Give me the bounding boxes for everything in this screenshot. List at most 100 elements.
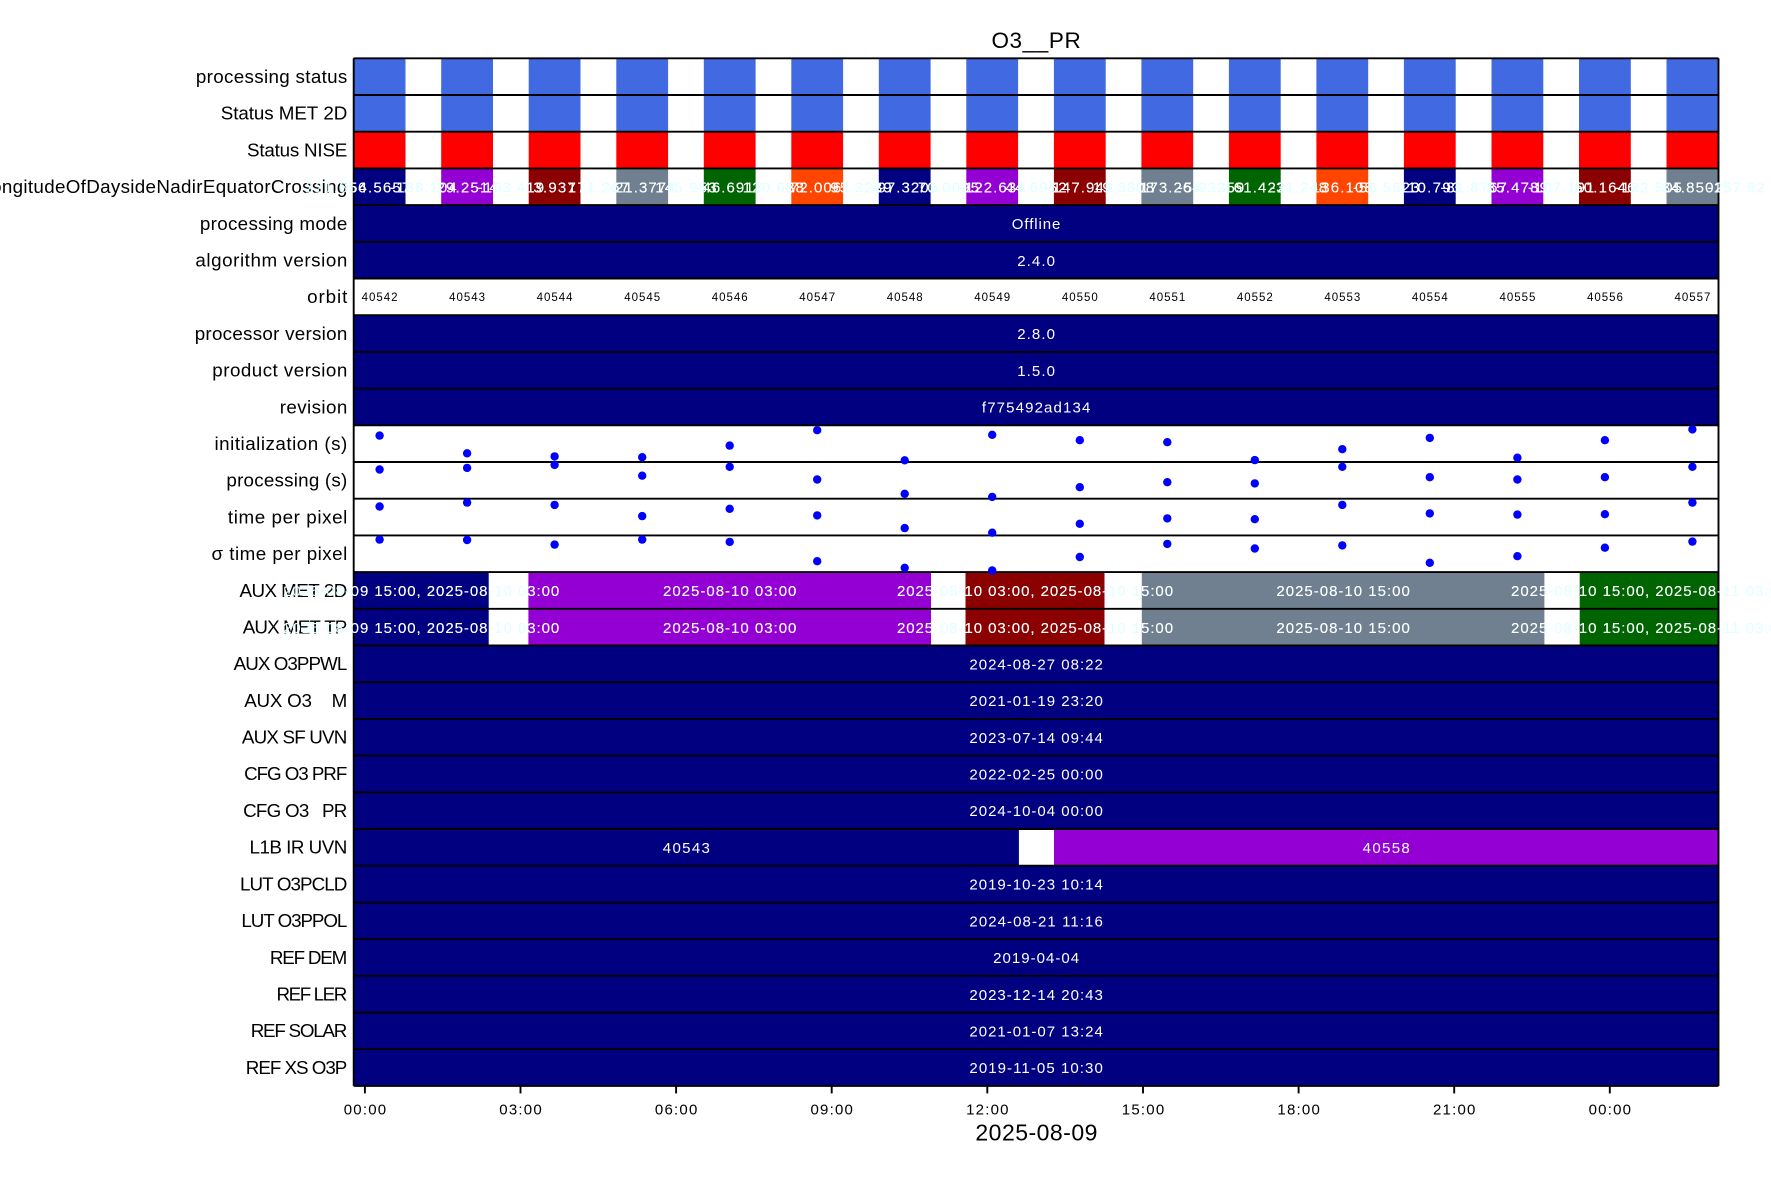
svg-text:Status MET 2D: Status MET 2D: [221, 103, 348, 124]
svg-text:2019-11-05 10:30: 2019-11-05 10:30: [969, 1060, 1102, 1077]
svg-text:85.4789: 85.4789: [1487, 179, 1548, 196]
svg-text:29.2514: 29.2514: [437, 179, 498, 196]
svg-text:-173.264: -173.264: [1134, 179, 1201, 196]
svg-text:AUX O3 M: AUX O3 M: [244, 690, 347, 711]
svg-text:-138.104: -138.104: [390, 179, 457, 196]
svg-text:3.937: 3.937: [533, 179, 575, 196]
svg-text:40548: 40548: [887, 292, 923, 304]
svg-text:processing (s): processing (s): [226, 470, 347, 491]
svg-text:algorithm version: algorithm version: [195, 250, 347, 271]
svg-text:2025-08-10 03:00, 2025-08-10 1: 2025-08-10 03:00, 2025-08-10 15:00: [897, 583, 1173, 600]
svg-text:2024-08-21 11:16: 2024-08-21 11:16: [969, 913, 1102, 930]
svg-text:09:00: 09:00: [811, 1102, 853, 1119]
svg-text:136.108: 136.108: [1312, 179, 1373, 196]
svg-text:-46.6917: -46.6917: [696, 179, 763, 196]
svg-text:171.267: 171.267: [568, 179, 629, 196]
svg-text:-5.93359: -5.93359: [1178, 179, 1245, 196]
svg-text:221.856: 221.856: [305, 179, 366, 196]
svg-text:19.3808: 19.3808: [1093, 179, 1154, 196]
svg-text:CFG O3 PRF: CFG O3 PRF: [244, 763, 347, 784]
svg-text:-173.264: -173.264: [1134, 179, 1201, 196]
svg-text:40543: 40543: [449, 292, 485, 304]
svg-text:2019-10-23 10:14: 2019-10-23 10:14: [969, 877, 1102, 894]
svg-text:136.108: 136.108: [1312, 179, 1373, 196]
svg-text:54.5657: 54.5657: [349, 179, 410, 196]
svg-text:2023-07-14 09:44: 2023-07-14 09:44: [969, 730, 1102, 747]
svg-text:REF XS O3P: REF XS O3P: [246, 1057, 348, 1078]
svg-text:03:00: 03:00: [499, 1102, 541, 1119]
svg-text:40543: 40543: [663, 840, 710, 857]
svg-text:40544: 40544: [537, 292, 573, 304]
svg-text:2025-08-10 03:00: 2025-08-10 03:00: [663, 620, 796, 637]
svg-text:-132.505: -132.505: [1615, 179, 1682, 196]
svg-text:120.638: 120.638: [743, 179, 804, 196]
svg-text:161.422: 161.422: [1224, 179, 1285, 196]
svg-text:processing status: processing status: [196, 66, 347, 87]
svg-text:AUX MET 2D: AUX MET 2D: [240, 580, 348, 601]
svg-text:Status NISE: Status NISE: [247, 139, 347, 160]
svg-text:2025-08-10 03:00: 2025-08-10 03:00: [663, 583, 796, 600]
svg-text:LongitudeOfDaysideNadirEquator: LongitudeOfDaysideNadirEquatorCrossing: [0, 176, 347, 197]
svg-text:00:00: 00:00: [1589, 1102, 1631, 1119]
svg-text:-21.3774: -21.3774: [609, 179, 676, 196]
svg-text:2025-08-10 15:00: 2025-08-10 15:00: [1276, 620, 1409, 637]
svg-text:85.4789: 85.4789: [1487, 179, 1548, 196]
svg-text:2023-12-14 20:43: 2023-12-14 20:43: [969, 987, 1102, 1004]
svg-text:-107.191: -107.191: [1528, 179, 1595, 196]
svg-text:-46.6917: -46.6917: [696, 179, 763, 196]
svg-text:40557: 40557: [1674, 292, 1710, 304]
svg-text:-157.82: -157.82: [1708, 179, 1765, 196]
svg-text:2025-08-09 15:00, 2025-08-10 0: 2025-08-09 15:00, 2025-08-10 03:00: [283, 583, 559, 600]
svg-text:LUT O3PPOL: LUT O3PPOL: [241, 910, 347, 931]
svg-text:15:00: 15:00: [1122, 1102, 1164, 1119]
svg-text:-122.635: -122.635: [959, 179, 1025, 196]
svg-text:40550: 40550: [1062, 292, 1098, 304]
svg-text:18:00: 18:00: [1277, 1102, 1319, 1119]
svg-text:1.5.0: 1.5.0: [1017, 363, 1055, 380]
svg-text:-97.3205: -97.3205: [871, 179, 938, 196]
svg-text:L1B IR UVN: L1B IR UVN: [250, 837, 348, 858]
svg-text:34.8502: 34.8502: [1662, 179, 1723, 196]
svg-text:06:00: 06:00: [655, 1102, 697, 1119]
svg-text:40551: 40551: [1149, 292, 1185, 304]
svg-text:12:00: 12:00: [966, 1102, 1008, 1119]
svg-text:-81.8767: -81.8767: [1440, 179, 1507, 196]
svg-text:60.1646: 60.1646: [1574, 179, 1635, 196]
svg-text:2025-08-10 15:00, 2025-08-11 0: 2025-08-10 15:00, 2025-08-11 03:00: [1511, 620, 1771, 637]
svg-text:60.1646: 60.1646: [1574, 179, 1635, 196]
svg-text:2025-08-09 15:00, 2025-08-10 0: 2025-08-09 15:00, 2025-08-10 03:00: [283, 620, 559, 637]
svg-text:-72.0061: -72.0061: [784, 179, 851, 196]
svg-text:110.793: 110.793: [1399, 179, 1460, 196]
svg-text:40547: 40547: [799, 292, 835, 304]
svg-text:AUX MET TP: AUX MET TP: [243, 616, 348, 637]
svg-text:40549: 40549: [974, 292, 1010, 304]
svg-text:21:00: 21:00: [1433, 1102, 1475, 1119]
svg-text:34.8502: 34.8502: [1662, 179, 1723, 196]
svg-text:O3__PR: O3__PR: [991, 28, 1080, 53]
svg-text:2024-08-27 08:22: 2024-08-27 08:22: [969, 657, 1102, 674]
svg-text:145.953: 145.953: [655, 179, 716, 196]
svg-text:-21.3774: -21.3774: [609, 179, 676, 196]
svg-text:40552: 40552: [1237, 292, 1273, 304]
svg-text:-122.635: -122.635: [959, 179, 1025, 196]
svg-text:2024-10-04 00:00: 2024-10-04 00:00: [969, 803, 1102, 820]
svg-text:40555: 40555: [1499, 292, 1535, 304]
svg-text:2025-08-10 03:00, 2025-08-10 1: 2025-08-10 03:00, 2025-08-10 15:00: [897, 620, 1173, 637]
svg-text:00:00: 00:00: [344, 1102, 386, 1119]
svg-text:2025-08-10 03:00: 2025-08-10 03:00: [663, 583, 796, 600]
svg-text:40556: 40556: [1587, 292, 1623, 304]
svg-text:f775492ad134: f775492ad134: [982, 400, 1090, 417]
svg-text:revision: revision: [280, 396, 348, 417]
svg-text:2025-08-10 03:00, 2025-08-10 1: 2025-08-10 03:00, 2025-08-10 15:00: [897, 620, 1173, 637]
svg-text:29.2514: 29.2514: [437, 179, 498, 196]
svg-text:CFG O3 PR: CFG O3 PR: [243, 800, 347, 821]
svg-text:AUX SF UVN: AUX SF UVN: [242, 727, 347, 748]
svg-text:2025-08-10 15:00: 2025-08-10 15:00: [1276, 620, 1409, 637]
svg-text:REF LER: REF LER: [277, 983, 348, 1004]
svg-text:221.856: 221.856: [305, 179, 366, 196]
svg-text:2025-08-09: 2025-08-09: [975, 1120, 1097, 1146]
svg-text:40545: 40545: [624, 292, 660, 304]
svg-text:40553: 40553: [1324, 292, 1360, 304]
svg-text:2019-04-04: 2019-04-04: [993, 950, 1079, 967]
svg-text:orbit: orbit: [307, 286, 348, 307]
